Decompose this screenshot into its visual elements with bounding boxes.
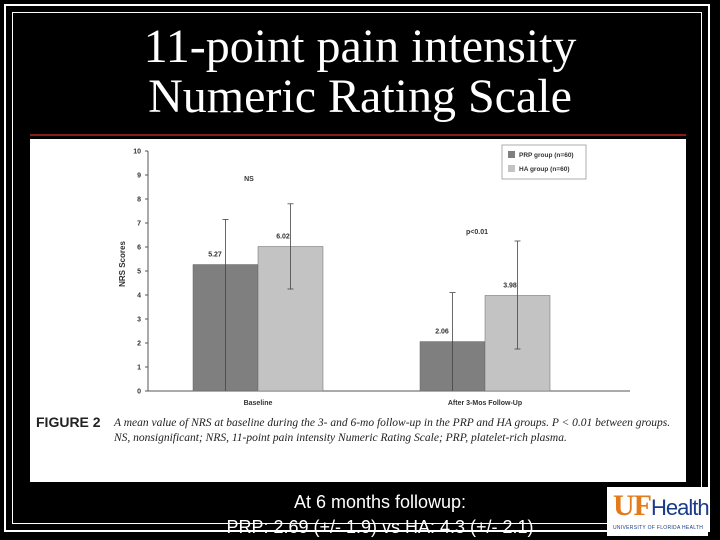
y-tick-label: 2: [137, 341, 141, 348]
title-line-2: Numeric Rating Scale: [148, 70, 572, 123]
y-tick-label: 4: [137, 293, 141, 300]
logo-uf: UF: [613, 489, 652, 522]
legend: PRP group (n=60) HA group (n=60): [501, 144, 587, 180]
title-line-1: 11-point pain intensity: [143, 20, 577, 73]
legend-label-ha: HA group (n=60): [519, 166, 570, 173]
summary-line-1: At 6 months followup:: [293, 492, 467, 512]
y-tick-label: 0: [137, 389, 141, 396]
bar-chart: 0 1 2 3 4 5 6 7 8 9 10 Baseline After 3-Mos Follow-U…: [118, 144, 630, 407]
y-tick-label: 1: [137, 365, 141, 372]
figure-caption: A mean value of NRS at baseline during t…: [114, 417, 671, 444]
x-category-label: After 3-Mos Follow-Up: [448, 400, 522, 407]
data-label: 2.06: [435, 329, 449, 336]
logo-health: Health: [651, 495, 710, 520]
annotation-ns: NS: [244, 176, 254, 183]
logo-subtitle: UNIVERSITY OF FLORIDA HEALTH: [613, 525, 704, 531]
y-tick-label: 8: [137, 197, 141, 204]
legend-label-prp: PRP group (n=60): [519, 152, 574, 159]
y-tick-label: 7: [137, 221, 141, 228]
y-tick-label: 3: [137, 317, 141, 324]
legend-swatch-ha: [508, 165, 515, 172]
y-axis-label: NRS Scores: [118, 241, 127, 287]
annotation-p-value: p<0.01: [466, 229, 488, 236]
slide-title: 11-point pain intensity Numeric Rating S…: [0, 22, 720, 122]
legend-swatch-prp: [508, 151, 515, 158]
uf-health-logo: UFHealth UNIVERSITY OF FLORIDA HEALTH: [607, 487, 710, 536]
y-tick-label: 5: [137, 269, 141, 276]
data-label: 5.27: [208, 252, 222, 259]
logo-wordmark: UFHealth: [613, 489, 710, 525]
data-label: 3.98: [503, 282, 517, 289]
y-tick-label: 6: [137, 245, 141, 252]
legend-frame: [501, 144, 587, 180]
title-divider: [30, 134, 686, 136]
slide-outer-frame: [4, 4, 710, 532]
data-label: 6.02: [276, 234, 290, 241]
y-tick-label: 9: [137, 173, 141, 180]
summary-line-2: PRP: 2.69 (+/- 1.9) vs HA: 4.3 (+/- 2.1): [226, 517, 534, 537]
slide-inner-frame: [12, 12, 702, 524]
figure-panel: 0 1 2 3 4 5 6 7 8 9 10 Baseline After 3-Mos Follow-U…: [30, 139, 686, 482]
summary-text: At 6 months followup: PRP: 2.69 (+/- 1.9…: [170, 490, 590, 540]
y-tick-label: 10: [133, 149, 141, 156]
x-category-label: Baseline: [244, 400, 273, 407]
figure-label: FIGURE 2: [36, 414, 101, 430]
